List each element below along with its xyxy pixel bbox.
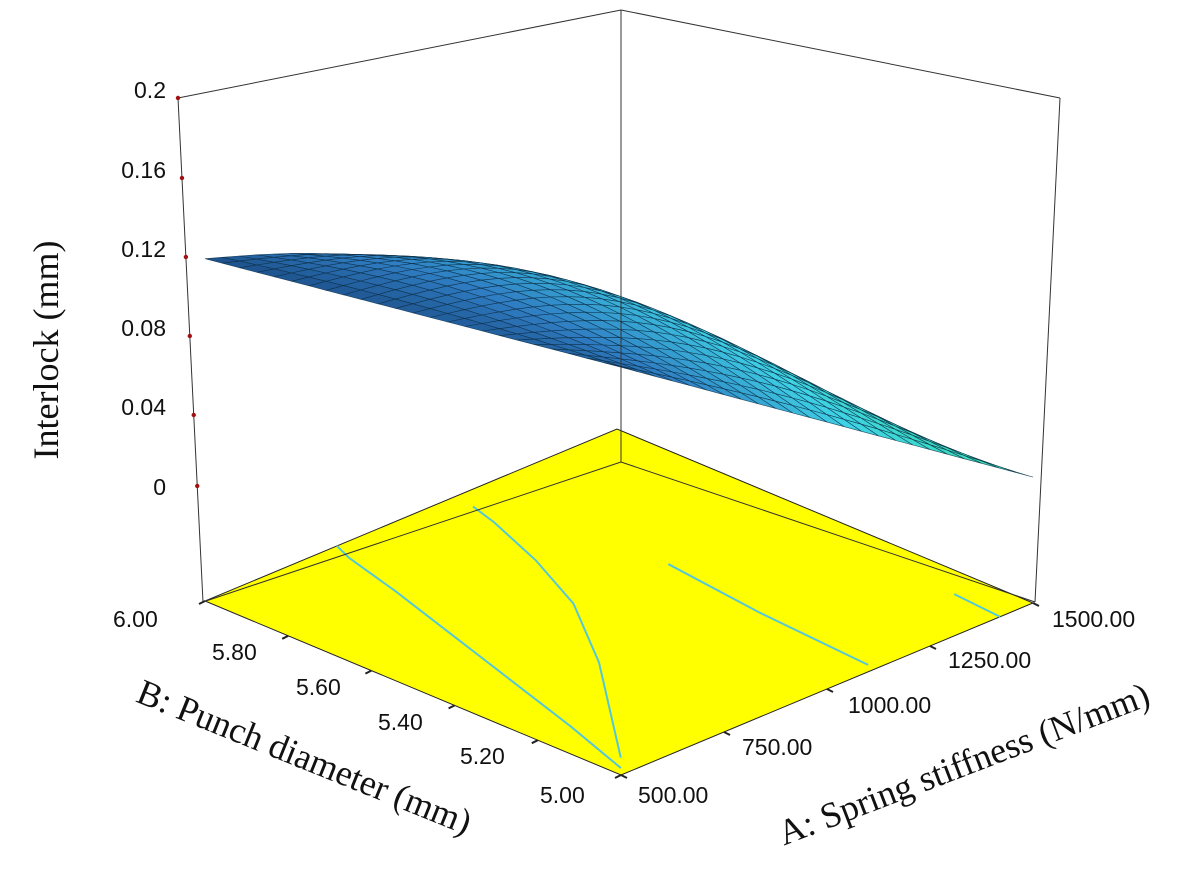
z-tick-label: 0.04 <box>121 394 166 420</box>
y-tick-label: 5.20 <box>460 743 505 769</box>
z-tick-mark <box>187 333 193 339</box>
floor-plane <box>203 428 1035 776</box>
box-edge-top-left <box>177 9 622 99</box>
y-tick-mark <box>364 669 372 675</box>
y-tick-label: 5.40 <box>378 709 423 735</box>
z-axis-title: Interlock (mm) <box>26 241 66 460</box>
x-tick-label: 750.00 <box>742 734 812 760</box>
box-edge-back-right <box>620 461 1036 603</box>
box-edge-back-left <box>202 461 622 603</box>
x-tick-label: 1250.00 <box>948 647 1031 673</box>
contour-line <box>667 563 869 666</box>
x-tick-mark <box>620 774 628 779</box>
x-tick-label: 1000.00 <box>848 692 931 718</box>
y-tick-mark <box>448 704 456 710</box>
x-tick-mark <box>826 688 834 693</box>
z-axis-line <box>177 97 204 603</box>
x-tick-label: 500.00 <box>638 782 708 808</box>
z-tick-mark <box>183 254 189 260</box>
y-tick-label: 5.00 <box>540 782 585 808</box>
z-tick-mark <box>175 95 181 101</box>
z-tick-label: 0.08 <box>121 315 166 341</box>
z-tick-label: 0.2 <box>134 77 166 103</box>
y-tick-mark <box>531 739 539 745</box>
y-tick-label: 5.60 <box>296 674 341 700</box>
y-tick-mark <box>198 600 206 605</box>
y-tick-mark <box>281 634 289 640</box>
z-tick-label: 0.16 <box>121 157 166 183</box>
floor-layer <box>203 428 1035 776</box>
y-tick-mark <box>614 774 622 779</box>
surface-cell <box>981 460 1016 473</box>
z-tick-mark <box>179 175 185 181</box>
x-tick-mark <box>1032 602 1040 607</box>
surface-layer <box>204 252 1034 478</box>
z-tick-label: 0 <box>153 474 166 500</box>
x-tick-mark <box>723 731 731 736</box>
tick-layer <box>175 95 1040 779</box>
y-tick-label: 5.80 <box>212 639 257 665</box>
box-edge-right-vertical <box>1034 97 1061 603</box>
z-tick-mark <box>191 412 196 418</box>
surface-cell <box>964 455 999 469</box>
contour-line <box>953 593 1001 618</box>
box-edges <box>177 9 1061 603</box>
x-tick-label: 1500.00 <box>1052 606 1135 632</box>
box-edge-top-right <box>620 9 1061 99</box>
x-axis-title: A: Spring stiffness (N/mm) <box>772 674 1154 853</box>
contour-line <box>336 545 622 769</box>
contour-line <box>472 505 622 758</box>
x-tick-mark <box>929 645 937 650</box>
y-tick-label: 6.00 <box>113 606 158 632</box>
z-tick-mark <box>195 483 200 489</box>
z-tick-label: 0.12 <box>121 236 166 262</box>
surface-cell <box>946 449 982 464</box>
